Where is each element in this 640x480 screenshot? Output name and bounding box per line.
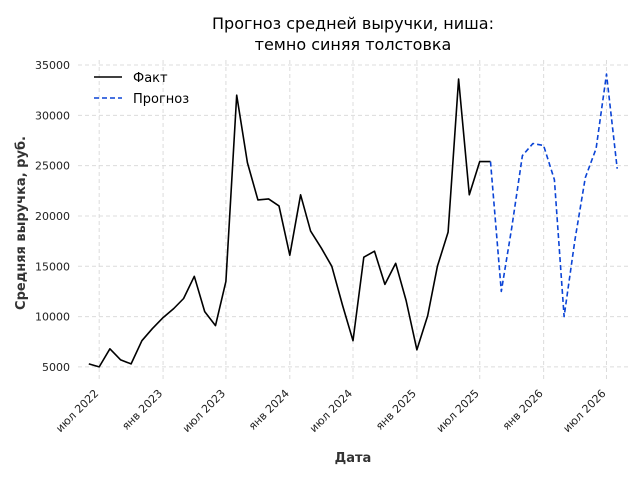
- x-tick-label: июл 2026: [561, 387, 609, 435]
- y-tick-label: 5000: [42, 361, 70, 374]
- y-tick-label: 35000: [35, 59, 70, 72]
- y-tick-label: 10000: [35, 311, 70, 324]
- series-lines: [88, 73, 618, 368]
- x-tick-label: июл 2025: [434, 387, 482, 435]
- y-tick-label: 30000: [35, 109, 70, 122]
- grid: [78, 60, 628, 382]
- series-forecast-line: [489, 73, 618, 318]
- chart-title: Прогноз средней выручки, ниша: темно син…: [212, 14, 494, 54]
- chart-title-line-1: Прогноз средней выручки, ниша:: [212, 14, 494, 33]
- x-tick-label: янв 2024: [246, 387, 292, 433]
- x-tick-label: янв 2023: [119, 387, 165, 433]
- x-tick-label: июл 2023: [180, 387, 228, 435]
- x-tick-label: янв 2025: [373, 387, 419, 433]
- x-axis-ticks: июл 2022 янв 2023 июл 2023 янв 2024 июл 2024…: [53, 387, 608, 435]
- x-tick-label: янв 2026: [500, 387, 546, 433]
- series-fact-line: [88, 78, 491, 368]
- y-axis-ticks: 5000 10000 15000 20000 25000 30000 35000: [35, 59, 70, 374]
- x-axis-label: Дата: [335, 451, 372, 466]
- y-axis-label: Средняя выручка, руб.: [14, 136, 29, 310]
- legend: Факт Прогноз: [94, 71, 189, 107]
- legend-forecast-label: Прогноз: [133, 92, 189, 107]
- chart-title-line-2: темно синяя толстовка: [255, 35, 452, 54]
- x-tick-label: июл 2022: [53, 387, 101, 435]
- y-tick-label: 15000: [35, 260, 70, 273]
- x-tick-label: июл 2024: [307, 387, 355, 435]
- y-tick-label: 20000: [35, 210, 70, 223]
- y-tick-label: 25000: [35, 160, 70, 173]
- legend-fact-label: Факт: [133, 71, 168, 86]
